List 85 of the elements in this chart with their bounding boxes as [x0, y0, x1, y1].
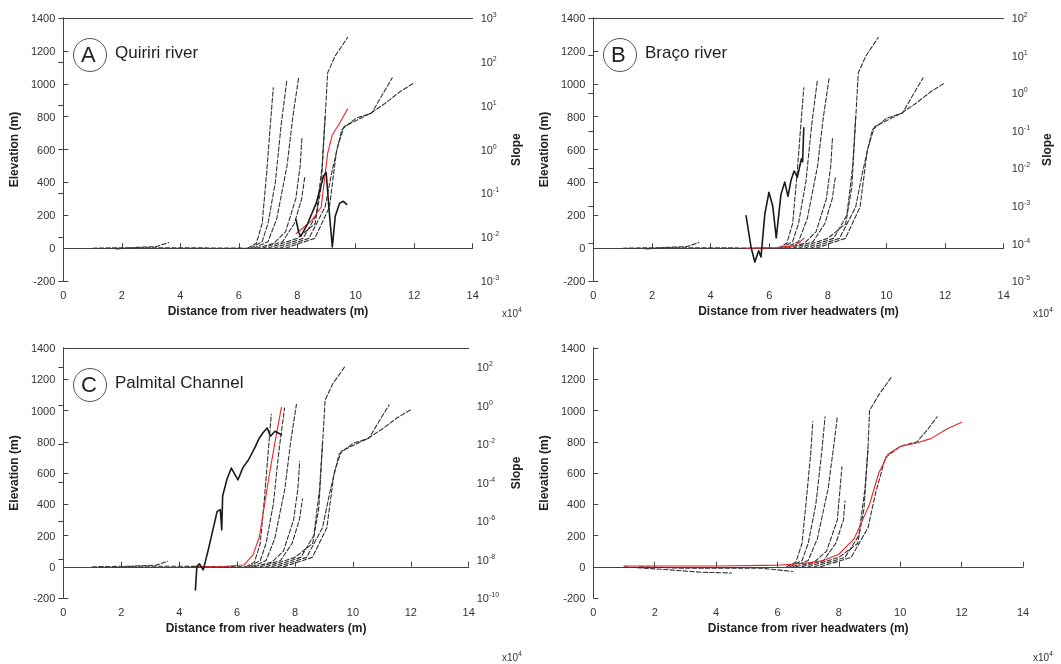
x-tick-label: 8	[291, 605, 299, 618]
y-tick-label: 1000	[30, 404, 56, 417]
x-tick-label: 12	[408, 288, 421, 301]
x-tick-label: 6	[774, 605, 781, 618]
x-axis-title: Distance from river headwaters (m)	[698, 304, 899, 318]
y-tick-label: 400	[567, 498, 586, 511]
y-tick-label: 0	[579, 242, 586, 255]
x-tick-label: 10	[346, 605, 360, 618]
x-tick-label: 4	[713, 605, 720, 618]
x-tick-label: 10	[349, 288, 362, 301]
x-tick-label: 10	[880, 288, 893, 301]
x-tick-label: 4	[177, 288, 184, 301]
y-tick-label: 200	[567, 209, 586, 222]
y-axis-title: Elevation (m)	[7, 435, 21, 511]
x-axis-title: Distance from river headwaters (m)	[167, 304, 369, 318]
y-tick-label: 0	[579, 560, 586, 573]
y-axis-title: Elevation (m)	[7, 111, 21, 188]
y-tick-label: 1000	[560, 404, 586, 417]
x-tick-label: 8	[835, 605, 842, 618]
x-tick-label: 14	[997, 288, 1010, 301]
y-tick-label: 600	[37, 143, 56, 156]
x-tick-label: 14	[1016, 605, 1030, 618]
x-tick-label: 8	[824, 288, 831, 301]
annotation: C	[81, 371, 97, 397]
y-tick-label: 1000	[560, 77, 586, 90]
x-tick-label: 14	[462, 605, 475, 618]
y-tick-label: 800	[567, 110, 586, 123]
text: Quiriri river	[115, 43, 199, 62]
y-tick-label: 600	[567, 467, 586, 479]
y-tick-label: 1400	[30, 342, 56, 354]
x-tick-label: 6	[235, 288, 242, 301]
text: Braço river	[645, 43, 728, 62]
y-tick-label: 0	[49, 242, 56, 255]
y-tick-label: 600	[567, 143, 586, 156]
x-tick-label: 10	[894, 605, 907, 618]
x-tick-label: 2	[648, 288, 656, 301]
x-axis-title: Distance from river headwaters (m)	[707, 620, 909, 635]
x-tick-label: 14	[466, 288, 479, 301]
y-tick-label: -200	[33, 592, 56, 604]
y-tick-label: 800	[37, 435, 56, 448]
text: Palmital Channel	[115, 373, 244, 392]
y-tick-label: 400	[37, 498, 56, 511]
y-tick-label: 1400	[560, 342, 586, 354]
y-tick-label: -200	[33, 275, 56, 288]
y-tick-label: 1200	[30, 373, 56, 386]
y-tick-label: 200	[37, 209, 56, 222]
y-tick-label: 400	[567, 176, 586, 189]
y-tick-label: 1400	[560, 12, 586, 24]
y-tick-label: 600	[37, 467, 56, 479]
x-tick-label: 0	[60, 288, 67, 301]
y2-axis-title: Slope	[1040, 132, 1054, 166]
x-tick-label: 0	[590, 288, 597, 301]
y-tick-label: 1000	[30, 77, 56, 90]
annotation: A	[81, 41, 96, 67]
x-tick-label: 6	[234, 605, 241, 618]
x-tick-label: 2	[118, 288, 125, 301]
y-tick-label: -200	[563, 592, 586, 604]
x-tick-label: 12	[404, 605, 417, 618]
y-tick-label: -200	[563, 275, 586, 288]
x-axis-title: Distance from river headwaters (m)	[165, 620, 367, 635]
y-tick-label: 200	[567, 529, 586, 542]
y-tick-label: 0	[49, 560, 56, 573]
annotation: B	[611, 41, 626, 67]
y-tick-label: 1200	[560, 373, 586, 386]
y-tick-label: 400	[37, 176, 56, 189]
y-axis-title: Elevation (m)	[537, 435, 551, 511]
x-tick-label: 6	[766, 288, 773, 301]
y-tick-label: 1200	[30, 44, 56, 57]
x-tick-label: 2	[651, 605, 658, 618]
y2-axis-title: Slope	[509, 456, 523, 490]
x-tick-label: 12	[955, 605, 968, 618]
y-tick-label: 200	[37, 529, 56, 542]
x-tick-label: 12	[938, 288, 952, 301]
x-tick-label: 4	[707, 288, 714, 301]
y-tick-label: 1400	[30, 12, 56, 24]
y2-axis-title: Slope	[509, 132, 523, 166]
x-tick-label: 0	[590, 605, 597, 618]
x-tick-label: 4	[176, 605, 183, 618]
x-tick-label: 0	[60, 605, 67, 618]
x-tick-label: 8	[294, 288, 301, 301]
x-tick-label: 2	[118, 605, 125, 618]
y-tick-label: 800	[37, 110, 56, 123]
y-tick-label: 1200	[560, 44, 586, 57]
y-axis-title: Elevation (m)	[537, 111, 551, 188]
y-tick-label: 800	[567, 435, 586, 448]
